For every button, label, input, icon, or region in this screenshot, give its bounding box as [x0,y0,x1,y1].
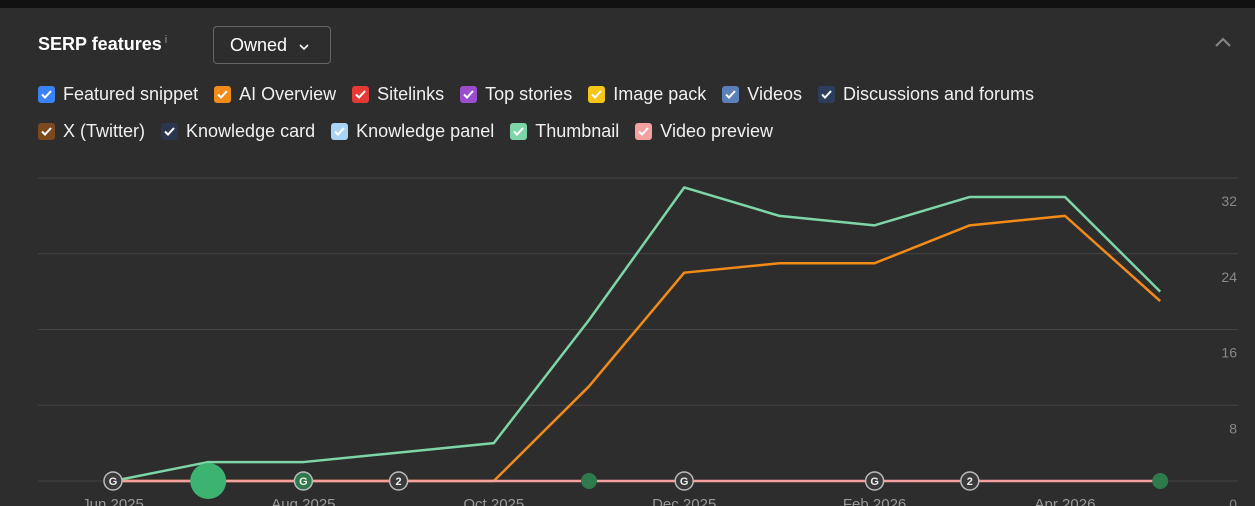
y-tick-label: 0 [1229,496,1237,506]
legend-item[interactable]: Knowledge panel [331,121,494,142]
legend-checkbox[interactable] [588,86,606,103]
series-line [112,186,1162,483]
title-text: SERP features [38,34,162,54]
legend-label: Knowledge card [186,121,316,141]
owned-dropdown[interactable]: Owned [213,26,331,64]
check-mark [821,90,832,99]
event-marker: 2 [388,471,409,491]
legend-checkbox[interactable] [817,86,835,103]
x-tick-label: Apr 2026 [1035,496,1096,506]
dropdown-label: Owned [230,35,288,55]
legend-item[interactable]: Video preview [635,121,773,142]
legend-checkbox[interactable] [352,86,370,103]
x-tick-label: Oct 2025 [463,496,524,506]
check-mark [513,127,524,136]
legend-checkbox[interactable] [38,86,55,103]
marker-dot [103,471,123,491]
legend-item[interactable]: Image pack [588,84,706,105]
legend-checkbox[interactable] [510,123,528,140]
panel-title: SERP features i [38,34,167,55]
legend-checkbox[interactable] [331,123,349,140]
x-tick-label: Feb 2026 [843,496,906,506]
legend-checkbox[interactable] [460,86,478,103]
y-tick-label: 24 [1221,269,1237,285]
y-tick-label: 8 [1229,420,1237,436]
dropdown-chevron [299,44,309,51]
legend-label: Sitelinks [377,84,445,104]
marker-dot [293,471,314,491]
marker-dot [674,471,694,491]
marker-dot [960,471,980,491]
marker-label: G [109,476,118,488]
legend-item[interactable]: Featured snippet [38,84,198,105]
marker-label: G [299,476,308,488]
event-marker [581,473,597,489]
event-marker: G [293,471,314,491]
legend-item[interactable]: Videos [722,84,802,105]
check-mark [355,90,366,99]
legend-label: Image pack [613,84,707,104]
event-marker: G [674,471,694,491]
legend-label: Thumbnail [535,121,620,141]
legend-row: Featured snippet AI Overview Sitelinks Top … [38,84,1034,105]
legend-label: X (Twitter) [63,121,146,141]
check-mark [217,90,228,99]
check-mark [638,127,650,136]
info-icon[interactable]: i [164,34,168,46]
marker-dot [864,471,885,491]
y-tick-label: 16 [1221,345,1237,361]
marker-label: G [870,476,879,488]
legend-row: X (Twitter) Knowledge card Knowledge panel… [38,121,773,142]
marker-dot [388,471,409,491]
legend-checkbox[interactable] [722,86,740,103]
legend-item[interactable]: Sitelinks [352,84,444,105]
check-mark [591,90,602,99]
event-marker: G [864,471,885,491]
legend-label: Video preview [660,121,774,141]
legend-item[interactable]: Thumbnail [510,121,619,142]
legend-label: Knowledge panel [356,121,495,141]
marker-dot [190,463,227,499]
legend-checkbox[interactable] [38,123,55,140]
check-mark [463,90,474,99]
legend-item[interactable]: AI Overview [214,84,336,105]
x-tick-label: Aug 2025 [271,496,335,506]
legend-checkbox[interactable] [214,86,232,103]
marker-dot [1152,473,1169,489]
event-marker [1152,473,1169,489]
legend-checkbox[interactable] [161,123,179,140]
legend-item[interactable]: Knowledge card [161,121,315,142]
legend-checkbox[interactable] [635,123,653,140]
check-mark [41,90,52,99]
top-bar [0,0,1255,8]
x-tick-label: Dec 2025 [652,496,716,506]
legend-item[interactable]: X (Twitter) [38,121,145,142]
collapse-button[interactable] [1214,36,1232,48]
marker-label: 2 [967,476,973,488]
marker-label: G [680,476,689,488]
check-mark [164,127,175,136]
y-tick-label: 32 [1221,193,1237,209]
marker-label: 2 [396,476,402,488]
event-marker: G [103,471,123,491]
legend-label: Top stories [485,84,573,104]
check-mark [41,127,52,136]
event-marker [190,463,227,499]
legend-label: Videos [747,84,802,104]
legend-label: AI Overview [239,84,337,104]
check-mark [334,127,345,136]
legend-item[interactable]: Discussions and forums [817,84,1035,105]
legend-label: Discussions and forums [842,84,1035,104]
legend-item[interactable]: Top stories [460,84,572,105]
check-mark [725,90,737,99]
x-tick-label: Jun 2025 [82,496,144,506]
marker-dot [581,473,597,489]
event-marker: 2 [960,471,980,491]
legend-label: Featured snippet [63,84,199,104]
